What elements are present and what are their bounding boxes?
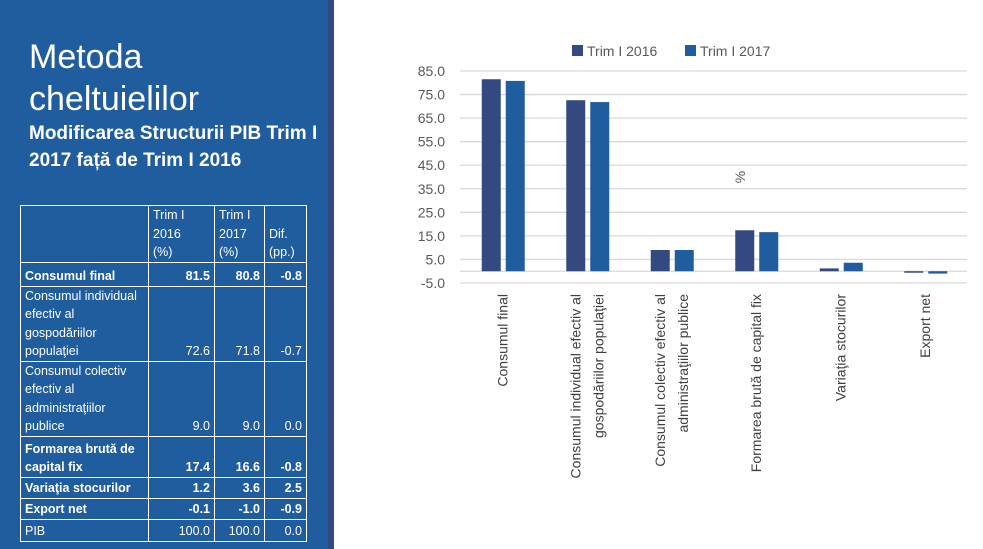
cell-dif: -0.8 [264, 261, 307, 287]
bar-2016 [735, 230, 755, 272]
header-line: 2016 [153, 226, 181, 241]
y-tick-label: 25.0 [418, 204, 445, 220]
table-row: Variaţia stocurilor 1.2 3.6 2.5 [20, 476, 307, 499]
cell-v2016: 9.0 [148, 360, 215, 437]
table-header-cell: Dif. (pp.) [264, 205, 307, 263]
x-tick-label: Variaţia stocurilor [832, 294, 848, 401]
table-header-cell [20, 205, 149, 263]
cell-dif: -0.7 [264, 285, 307, 362]
header-line: (%) [153, 245, 173, 259]
y-axis-ticks: 85.0 75.0 65.0 55.0 45.0 35.0 25.0 15.0 5.0 -5.0 [418, 63, 445, 291]
x-tick-label: Consumul individual efectiv al [567, 294, 583, 478]
row-label: Formarea brută de capital fix [20, 435, 149, 478]
header-line: (%) [219, 245, 239, 259]
y-tick-label: 5.0 [426, 251, 446, 267]
legend-label: Trim I 2017 [700, 43, 770, 59]
x-tick-label: Consumul final [494, 294, 510, 387]
table-header-cell: Trim I 2016 (%) [148, 205, 215, 263]
legend-label: Trim I 2016 [587, 43, 657, 59]
row-label: Consumul individual efectiv al gospodări… [20, 285, 149, 362]
cell-v2016: 17.4 [148, 435, 215, 478]
cell-dif: -0.9 [264, 497, 307, 520]
x-tick-label: Export net [917, 294, 933, 358]
table-row: Consumul individual efectiv al gospodări… [20, 285, 307, 362]
y-tick-label: -5.0 [421, 275, 445, 291]
bar-2017 [759, 232, 779, 272]
bar-2017 [843, 262, 863, 272]
header-line: Trim I [153, 208, 185, 222]
row-label: Consumul colectiv efectiv al administraţ… [20, 360, 149, 437]
bar-2016 [481, 79, 501, 272]
x-tick-label: administraţiilor publice [675, 294, 691, 433]
chart-bars [481, 79, 948, 274]
slide-title: Metoda cheltuielilor [29, 36, 199, 120]
header-line: Dif. [269, 226, 288, 241]
cell-v2016: 1.2 [148, 476, 215, 499]
table-row: Consumul final 81.5 80.8 -0.8 [20, 261, 307, 287]
cell-v2017: 9.0 [214, 360, 265, 437]
x-axis-labels: Consumul final Consumul individual efecti… [494, 294, 933, 479]
cell-v2017: 100.0 [214, 518, 265, 542]
y-tick-label: 65.0 [418, 110, 445, 126]
row-label: Variaţia stocurilor [20, 476, 149, 499]
x-tick-label: Consumul colectiv efectiv al [652, 294, 668, 467]
table-row: Consumul colectiv efectiv al administraţ… [20, 360, 307, 437]
cell-v2017: 71.8 [214, 285, 265, 362]
row-label: Consumul final [20, 261, 149, 287]
y-axis-label: % [732, 171, 748, 183]
y-tick-label: 45.0 [418, 157, 445, 173]
table-header-cell: Trim I 2017 (%) [214, 205, 265, 263]
pib-structure-table: Trim I 2016 (%) Trim I 2017 (%) Dif. (pp.) Cons… [20, 205, 307, 542]
bar-2017 [505, 80, 525, 272]
table-row: Formarea brută de capital fix 17.4 16.6 -0.… [20, 435, 307, 478]
bar-2016 [566, 100, 586, 272]
cell-v2017: 80.8 [214, 261, 265, 287]
bar-2017 [928, 271, 948, 274]
legend-swatch [572, 45, 583, 56]
row-label: Export net [20, 497, 149, 520]
bar-chart: Trim I 2016 Trim I 2017 85.0 75.0 65.0 55.0 4… [418, 43, 967, 479]
cell-v2016: 72.6 [148, 285, 215, 362]
header-line: 2017 [219, 226, 247, 241]
cell-dif: 0.0 [264, 360, 307, 437]
y-tick-label: 85.0 [418, 63, 445, 79]
bar-2016 [904, 271, 924, 273]
header-line: Trim I [219, 208, 251, 222]
bar-2016 [819, 268, 839, 272]
y-tick-label: 75.0 [418, 87, 445, 103]
cell-v2016: -0.1 [148, 497, 215, 520]
y-tick-label: 35.0 [418, 181, 445, 197]
panel-divider [328, 0, 334, 549]
left-panel: Metoda cheltuielilor Modificarea Structu… [0, 0, 328, 549]
title-line-2: cheltuielilor [29, 80, 200, 118]
y-tick-label: 15.0 [418, 228, 445, 244]
header-line: (pp.) [269, 245, 295, 259]
y-tick-label: 55.0 [418, 134, 445, 150]
x-tick-label: Formarea brută de capital fix [748, 294, 764, 472]
cell-dif: 0.0 [264, 518, 307, 542]
bar-2017 [674, 250, 694, 272]
cell-v2017: 3.6 [214, 476, 265, 499]
cell-v2016: 81.5 [148, 261, 215, 287]
bar-2016 [650, 250, 670, 272]
legend-swatch [685, 45, 696, 56]
cell-dif: 2.5 [264, 476, 307, 499]
row-label: PIB [20, 518, 149, 542]
x-tick-label: gospodăriilor populaţiei [590, 294, 606, 438]
cell-v2016: 100.0 [148, 518, 215, 542]
chart-legend: Trim I 2016 Trim I 2017 [572, 43, 770, 59]
cell-v2017: 16.6 [214, 435, 265, 478]
bar-2017 [590, 102, 610, 272]
title-line-1: Metoda [29, 38, 143, 76]
chart-gridlines [460, 70, 967, 284]
table-header-row: Trim I 2016 (%) Trim I 2017 (%) Dif. (pp.) [20, 205, 307, 263]
cell-dif: -0.8 [264, 435, 307, 478]
slide-subtitle: Modificarea Structurii PIB Trim I 2017 f… [29, 123, 318, 171]
cell-v2017: -1.0 [214, 497, 265, 520]
table-row: Export net -0.1 -1.0 -0.9 [20, 497, 307, 520]
table-row: PIB 100.0 100.0 0.0 [20, 518, 307, 542]
